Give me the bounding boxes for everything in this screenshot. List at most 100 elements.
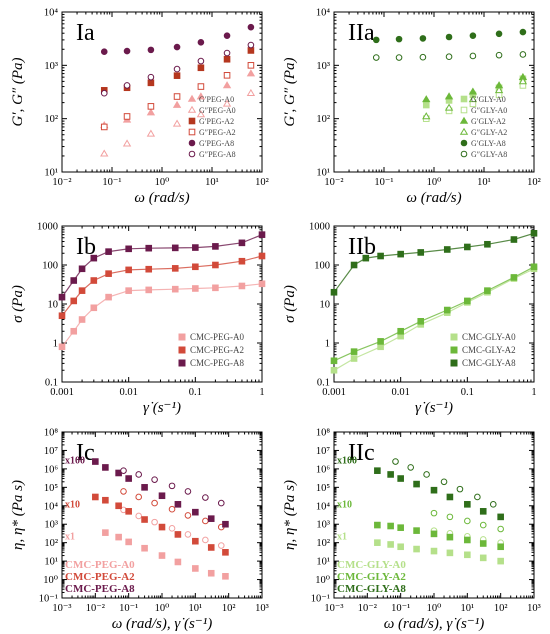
legend-item: G′PEG-A2: [188, 117, 234, 126]
y-axis-label: σ (Pa): [282, 285, 298, 323]
legend-label: G′GLY-A8: [471, 139, 506, 148]
x-tick-label: 10⁻³: [324, 603, 343, 614]
data-point: [202, 494, 209, 501]
data-point: [395, 54, 403, 61]
data-point: [430, 530, 438, 538]
data-point: [151, 499, 158, 507]
data-point: [247, 41, 255, 49]
data-point: [196, 92, 206, 100]
x-tick-label: 10²: [494, 603, 508, 614]
data-point: [147, 103, 155, 110]
series-g-peg-a2: [100, 62, 255, 131]
series-cmc-gly-a8: [330, 229, 538, 296]
y-tick-label: 10²: [44, 538, 58, 549]
legend-marker: [450, 359, 458, 367]
data-point: [207, 569, 215, 577]
legend-item: G″GLY-A8: [460, 150, 507, 159]
data-point: [497, 525, 504, 533]
panel-ib: 0.001 0.01 0.1 1 0.1 1 10 100 1000 γ̇ (s⁻¹) σ (Pa)…: [10, 222, 266, 416]
data-point: [100, 48, 108, 56]
legend-label: CMC-GLY-A0: [337, 559, 406, 571]
legend-label: CMC-GLY-A2: [337, 571, 406, 583]
data-point: [247, 47, 255, 54]
series-g-peg-a0: [100, 88, 256, 157]
data-point: [464, 517, 471, 525]
x-tick-label: 10²: [255, 177, 269, 188]
data-point: [392, 458, 399, 465]
legend-item: CMC-GLY-A2: [450, 345, 516, 355]
y-axis-label: G′, G″ (Pa): [10, 57, 26, 126]
data-point: [440, 478, 448, 486]
panel-iic: 10⁻³ 10⁻² 10⁻¹ 10⁰ 10¹ 10² 10³ 10⁻¹ 10⁰ 10¹ 10² 10³…: [282, 428, 541, 633]
data-point: [446, 549, 454, 557]
y-tick-label: 10³: [44, 520, 58, 531]
data-point: [123, 113, 131, 120]
data-point: [151, 476, 158, 483]
legend-item: G″GLY-A2: [459, 127, 507, 137]
panel-label: Ic: [76, 440, 95, 466]
legend-item: G″PEG-A2: [188, 128, 236, 137]
x-tick-label: 10¹: [477, 177, 491, 188]
data-point: [469, 32, 477, 39]
data-point: [100, 89, 108, 97]
data-point: [135, 512, 143, 520]
series-cmc-peg-a8: [58, 231, 266, 301]
y-tick-label: 10⁵: [44, 483, 59, 494]
panel-label: Ia: [76, 20, 95, 46]
x-tick-label: 0.1: [189, 387, 202, 398]
legend-label: G″GLY-A8: [471, 150, 507, 159]
x-tick-label: 10⁰: [427, 603, 442, 614]
y-tick-label: 10⁻¹: [39, 594, 58, 605]
legend-marker: [178, 333, 186, 341]
x-tick-label: 10⁻¹: [374, 177, 393, 188]
data-point: [120, 488, 127, 495]
data-point: [92, 458, 99, 465]
panel-label: Ib: [76, 234, 96, 260]
multiplier-label: x1: [65, 531, 75, 542]
x-tick-label: 10²: [527, 177, 541, 188]
legend-label: G″PEG-A8: [199, 150, 236, 159]
data-point: [174, 531, 182, 538]
data-point: [468, 87, 478, 95]
x-tick-label: 10⁻²: [86, 603, 105, 614]
data-point: [207, 515, 215, 522]
x-tick-label: 10⁻²: [358, 603, 377, 614]
data-point: [168, 482, 176, 490]
data-point: [489, 501, 497, 508]
y-tick-label: 10³: [316, 61, 330, 72]
data-point: [123, 47, 131, 55]
legend-label: CMC-PEG-A8: [190, 358, 245, 368]
data-point: [430, 486, 438, 494]
y-tick-label: 10²: [316, 114, 330, 125]
legend-marker: [450, 346, 458, 354]
panel-ia: 10⁻² 10⁻¹ 10⁰ 10¹ 10² 10¹ 10² 10³ 10⁴ ω (rad/s) G′…: [10, 8, 269, 207]
data-point: [247, 62, 255, 69]
data-point: [115, 502, 122, 510]
legend-item: G′GLY-A0: [460, 95, 506, 104]
data-point: [184, 531, 192, 538]
data-point: [223, 72, 231, 79]
y-axis-label: η, η* (Pa s): [10, 480, 26, 550]
y-tick-label: 0.1: [45, 378, 58, 389]
panel-iib: 0.001 0.01 0.1 1 0.1 1 10 100 1000 γ̇ (s⁻¹) σ (Pa)…: [282, 222, 538, 416]
data-point: [247, 23, 255, 31]
data-point: [444, 92, 454, 100]
y-tick-label: 10³: [316, 520, 330, 531]
data-point: [192, 537, 199, 545]
data-point: [197, 57, 205, 65]
fit-line: [333, 232, 535, 293]
y-tick-label: 10¹: [44, 557, 58, 568]
multiplier-label: x100: [65, 455, 85, 466]
x-tick-label: 0.01: [119, 387, 137, 398]
data-point: [479, 521, 487, 529]
series-g-peg-a8: [100, 41, 255, 97]
data-point: [122, 139, 132, 147]
data-point: [222, 573, 229, 580]
series-cmc-peg-a2: [92, 493, 229, 556]
y-tick-label: 10¹: [316, 557, 330, 568]
y-tick-label: 10⁶: [316, 464, 331, 475]
data-point: [419, 35, 427, 42]
data-point: [125, 538, 132, 546]
legend-marker: [178, 359, 186, 367]
y-tick-label: 10⁴: [316, 8, 331, 19]
